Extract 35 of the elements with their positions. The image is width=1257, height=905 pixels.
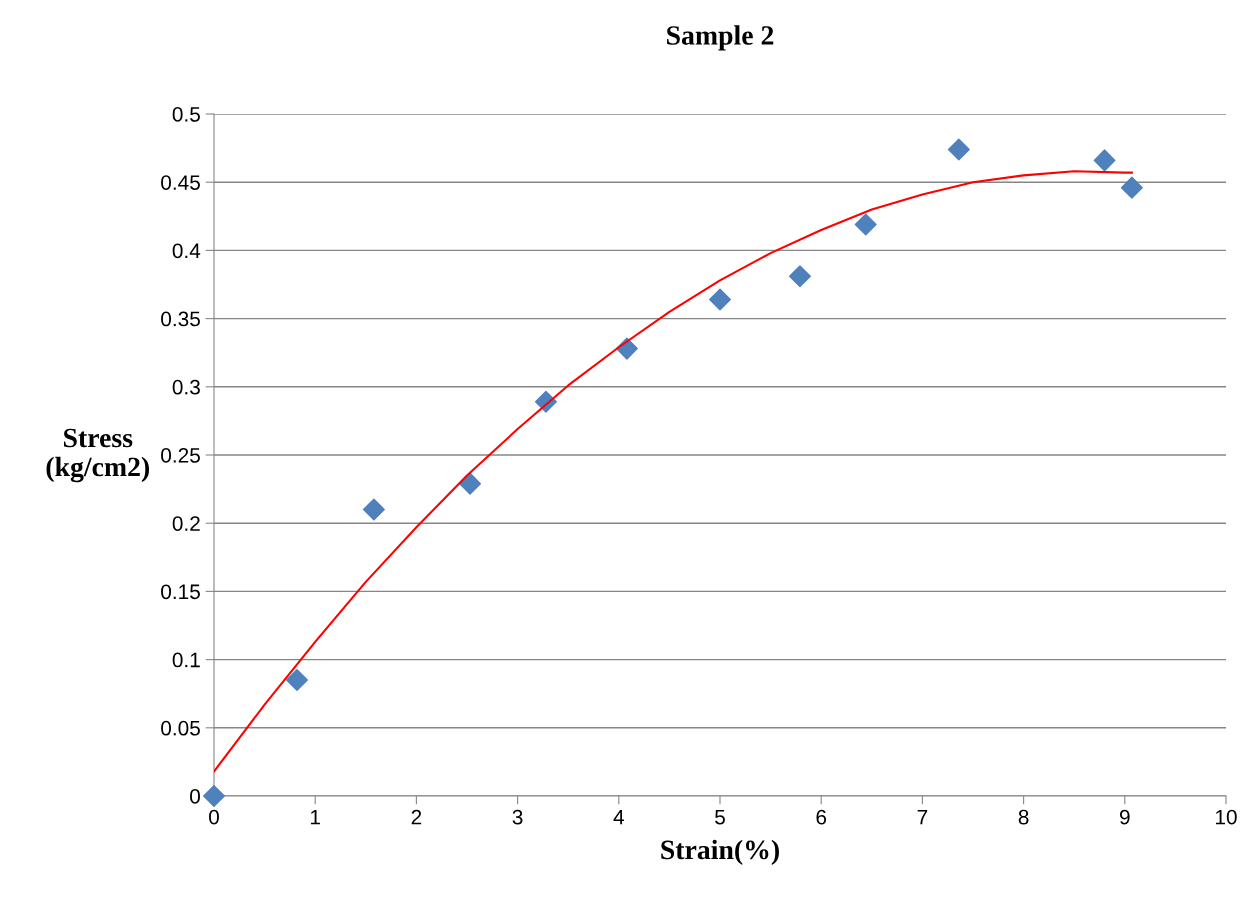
y-tick-label: 0.1 xyxy=(172,652,200,668)
x-tick-label: 0 xyxy=(209,809,219,825)
y-tick-label: 0.15 xyxy=(161,584,200,600)
y-tick-label: 0 xyxy=(190,789,200,804)
x-axis-title: Strain(%) xyxy=(661,839,779,865)
point xyxy=(362,498,385,521)
point xyxy=(1093,149,1116,172)
x-tick-label: 9 xyxy=(1119,809,1130,825)
line-series xyxy=(214,170,1133,773)
y-tick-label: 0.45 xyxy=(161,175,200,190)
y-axis-title: Stress (kg/cm2) xyxy=(46,428,149,483)
x-tick-label: 7 xyxy=(917,809,928,825)
x-tick-label: 4 xyxy=(613,809,624,825)
x-tick-label: 10 xyxy=(1216,809,1237,825)
point xyxy=(285,669,308,692)
point xyxy=(1120,176,1143,199)
y-tick-label: 0.2 xyxy=(172,516,200,531)
chart-title: Sample 2 xyxy=(667,25,774,51)
point xyxy=(947,138,970,161)
point xyxy=(854,213,877,236)
x-tick-label: 8 xyxy=(1018,809,1029,825)
point xyxy=(788,265,811,288)
point xyxy=(203,785,225,807)
y-tick-label: 0.35 xyxy=(161,311,200,327)
y-tick-label: 0.5 xyxy=(172,107,200,122)
x-tick-label: 1 xyxy=(311,809,320,825)
y-tick-label: 0.05 xyxy=(161,720,200,736)
y-tick-label: 0.4 xyxy=(172,243,201,259)
x-tick-label: 3 xyxy=(512,809,523,825)
y-tick-label: 0.3 xyxy=(172,379,200,395)
y-tick-label: 0.25 xyxy=(161,448,200,463)
x-tick-label: 6 xyxy=(816,809,827,825)
point xyxy=(709,288,731,311)
x-tick-label: 5 xyxy=(715,809,725,825)
x-tick-label: 2 xyxy=(411,809,422,825)
